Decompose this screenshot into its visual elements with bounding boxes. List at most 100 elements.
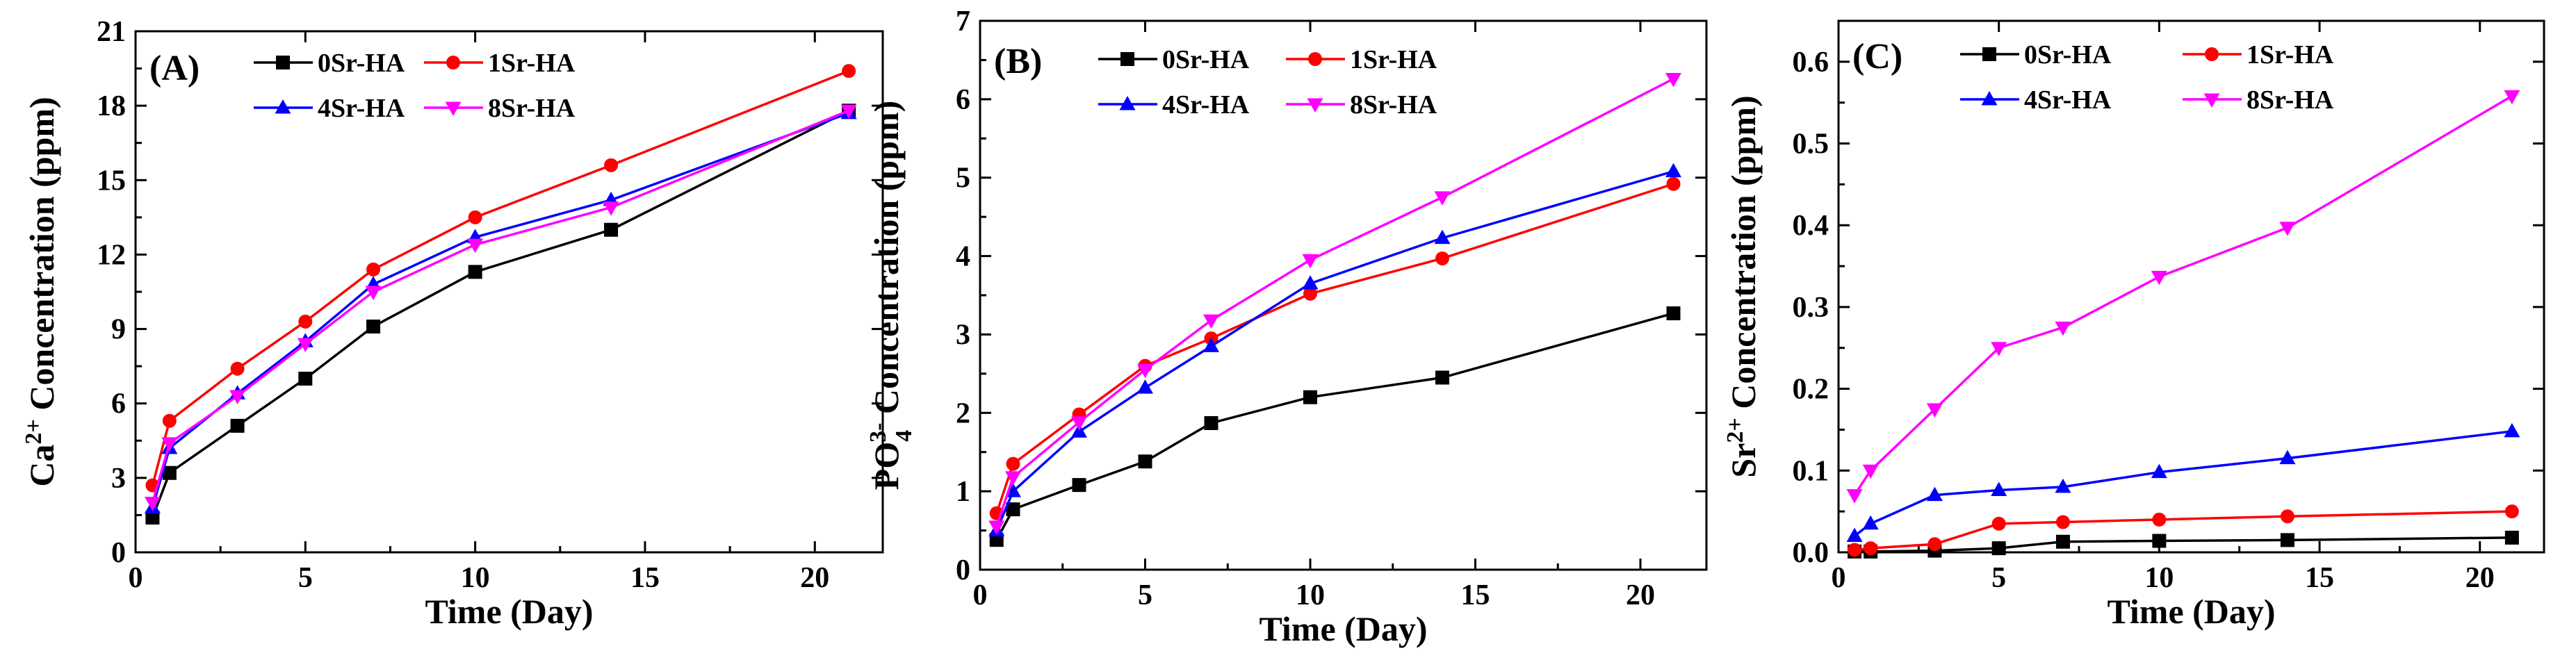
data-point [230, 418, 245, 433]
data-point [1434, 229, 1451, 245]
data-point [1071, 416, 1087, 431]
legend-label: 8Sr-HA [2247, 85, 2334, 115]
data-point [840, 104, 857, 119]
y-tick-label: 0.3 [1793, 292, 1829, 324]
data-point [1927, 537, 1942, 552]
legend-marker [276, 56, 290, 69]
chart-panel-1: 0 5 10 15 20 0 3 6 9 12 15 18 21 Time (Day) Ca2+ Conce… [21, 16, 884, 631]
data-point [2279, 222, 2296, 236]
data-point [230, 361, 245, 376]
series-line [151, 109, 849, 504]
legend-marker [1308, 52, 1322, 66]
x-tick-label: 0 [973, 579, 988, 611]
data-point [2279, 449, 2296, 465]
data-point [298, 314, 313, 329]
data-point [1926, 403, 1943, 418]
data-point [2151, 270, 2167, 286]
x-tick-label: 5 [1991, 562, 2006, 594]
series-4Sr-HA [988, 163, 1681, 537]
series-1Sr-HA [989, 176, 1681, 520]
x-tick-label: 15 [2305, 562, 2334, 594]
y-tick-label: 15 [97, 165, 126, 197]
legend-marker [1307, 98, 1323, 113]
x-tick-label: 20 [1626, 579, 1655, 611]
data-point [468, 265, 482, 279]
data-point [1666, 176, 1681, 191]
data-point [2152, 512, 2167, 527]
data-point [144, 497, 161, 511]
panel-label: (A) [149, 49, 199, 88]
data-point [1137, 363, 1153, 379]
data-point [229, 390, 246, 404]
data-point [2280, 509, 2294, 524]
data-point [1302, 275, 1319, 290]
data-point [2504, 530, 2519, 545]
x-tick-label: 15 [630, 562, 660, 594]
y-tick-label: 9 [111, 314, 126, 346]
data-point [297, 338, 313, 352]
y-tick-label: 0.6 [1793, 47, 1829, 79]
data-point [1991, 516, 2006, 531]
data-point [366, 320, 381, 333]
x-tick-label: 5 [1138, 579, 1152, 611]
y-tick-label: 0.0 [1793, 537, 1829, 569]
x-axis-label: Time (Day) [2107, 592, 2275, 631]
legend-label: 4Sr-HA [318, 94, 405, 123]
y-tick-label: 0.5 [1793, 129, 1829, 160]
y-tick-label: 6 [956, 84, 970, 116]
data-point [161, 437, 178, 452]
y-tick-label: 7 [956, 6, 970, 38]
data-point [1848, 543, 1862, 557]
y-tick-label: 0 [956, 554, 970, 586]
series-8Sr-HA [1846, 90, 2520, 504]
legend-label: 1Sr-HA [1350, 45, 1437, 74]
series-line [1853, 94, 2513, 496]
legend: 0Sr-HA 1Sr-HA 4Sr-HA 8Sr-HA [254, 49, 576, 123]
series-line [995, 77, 1674, 527]
data-point [162, 465, 177, 480]
legend-label: 4Sr-HA [1162, 90, 1250, 119]
x-tick-label: 10 [2144, 562, 2174, 594]
data-point [468, 210, 482, 224]
legend-marker [1120, 52, 1134, 66]
data-point [1303, 286, 1317, 301]
x-axis-label: Time (Day) [425, 592, 593, 631]
data-point [2151, 463, 2167, 479]
data-point [1435, 370, 1449, 385]
data-point [1006, 502, 1020, 517]
data-point [1072, 478, 1086, 493]
x-tick-label: 20 [800, 562, 829, 594]
data-point [1303, 390, 1317, 404]
series-line [1854, 510, 2512, 552]
y-tick-label: 3 [956, 319, 970, 351]
data-point [1434, 191, 1451, 206]
series-line [1854, 430, 2513, 537]
data-point [989, 533, 1004, 547]
data-point [2055, 534, 2070, 549]
data-point [604, 158, 619, 172]
series-8Sr-HA [988, 73, 1681, 535]
data-point [1203, 338, 1219, 352]
chart-panel-3: 0 5 10 15 20 0.0 0.1 0.2 0.3 0.4 0.5 0.6 Time (Day) S… [1722, 19, 2545, 631]
legend-label: 0Sr-HA [2024, 40, 2112, 69]
legend-label: 8Sr-HA [1350, 90, 1437, 119]
series-1Sr-HA [145, 64, 856, 493]
data-point [1435, 251, 1449, 265]
series-0Sr-HA [145, 104, 856, 525]
legend-label: 1Sr-HA [488, 49, 576, 78]
chart-panel-2: 0 5 10 15 20 0 1 2 3 4 5 6 7 Time (Day) PO43- Concentr… [865, 6, 1708, 648]
data-point [2504, 90, 2520, 105]
data-point [2504, 504, 2519, 519]
data-point [145, 511, 160, 525]
data-point [2504, 422, 2520, 438]
data-point [1665, 73, 1681, 88]
data-point [1991, 481, 2007, 497]
y-tick-label: 21 [97, 16, 126, 48]
y-tick-label: 12 [97, 239, 126, 271]
series-4Sr-HA [144, 104, 857, 514]
legend-marker [1982, 47, 1996, 61]
legend: 0Sr-HA 1Sr-HA 4Sr-HA 8Sr-HA [1960, 40, 2334, 115]
legend-marker [2203, 93, 2220, 108]
series-4Sr-HA [1846, 422, 2520, 542]
data-point [1204, 415, 1218, 430]
